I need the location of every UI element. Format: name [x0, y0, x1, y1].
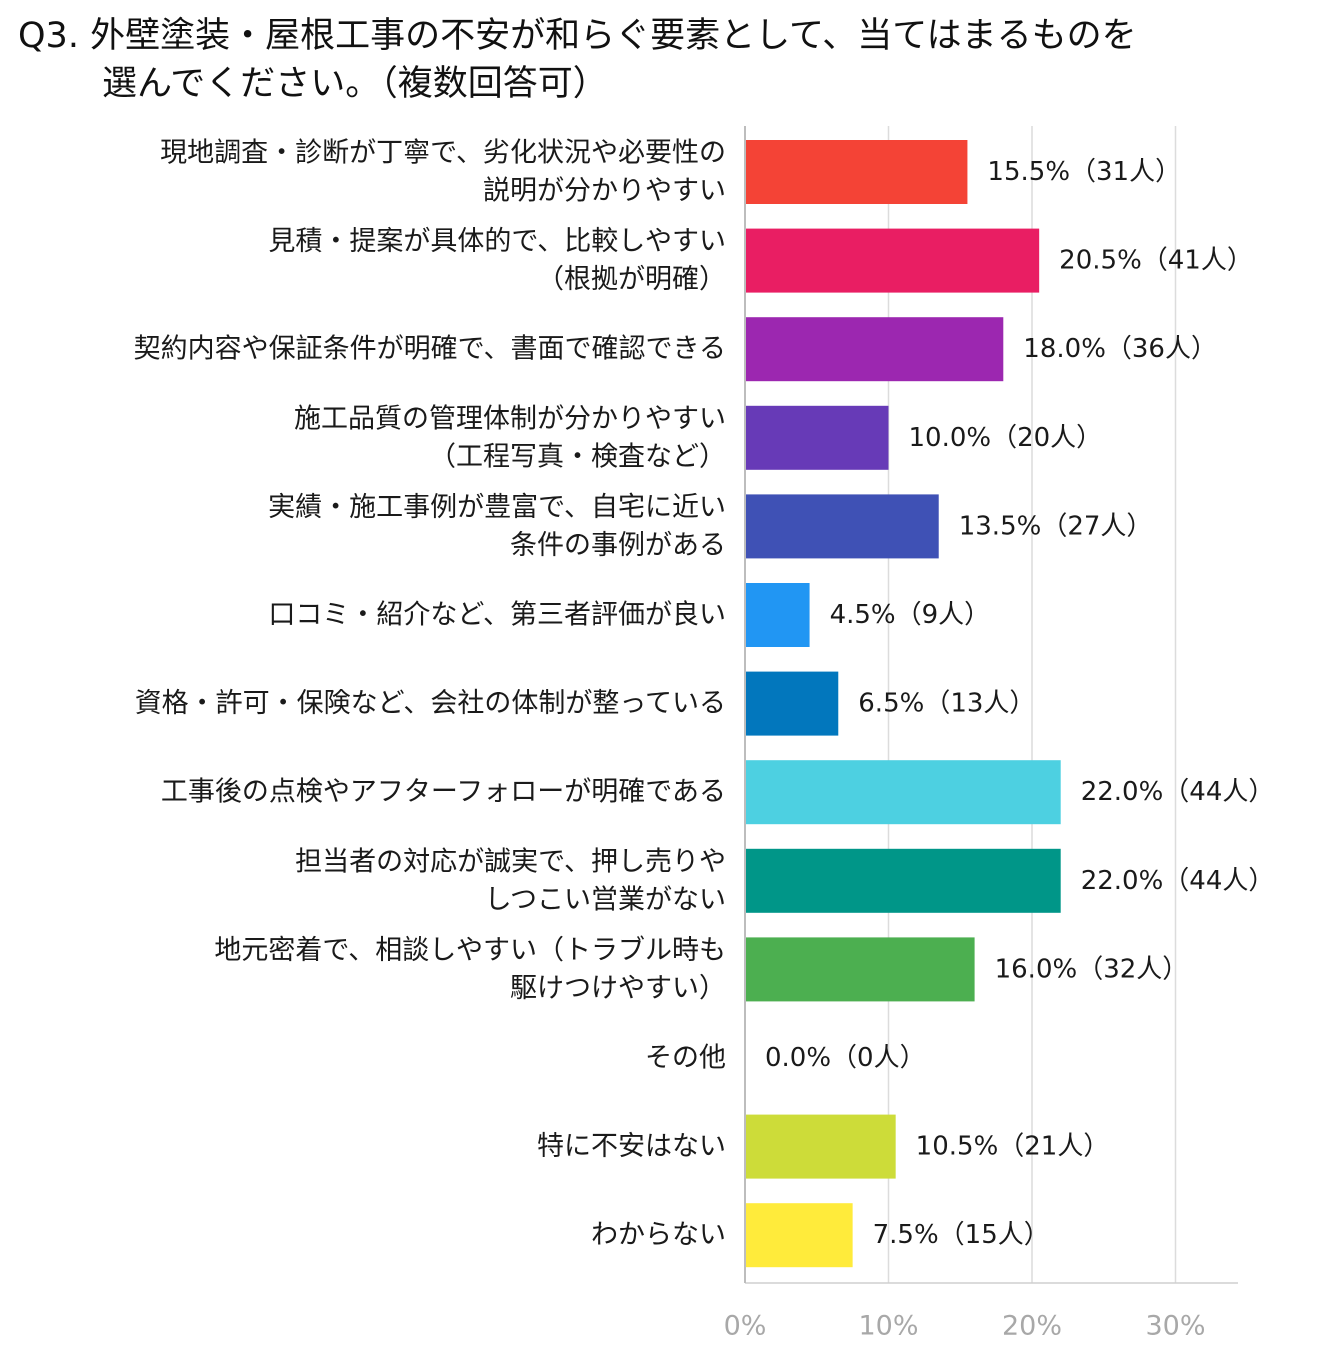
category-label-11-line-0: 特に不安はない — [537, 1131, 726, 1162]
value-label-2: 18.0%（36人） — [1023, 334, 1217, 364]
value-label-3: 10.0%（20人） — [909, 423, 1103, 453]
category-label-12-line-0: わからない — [591, 1220, 726, 1251]
bar-2 — [745, 317, 1004, 382]
bar-1 — [745, 228, 1040, 293]
value-label-7: 22.0%（44人） — [1081, 777, 1275, 807]
bar-5 — [745, 583, 810, 647]
chart-title-line1: Q3. 外壁塗装・屋根工事の不安が和らぐ要素として、当てはまるものを — [18, 16, 1137, 56]
value-label-4: 13.5%（27人） — [959, 511, 1153, 541]
category-label-3-line-1: （工程写真・検査など） — [429, 441, 726, 472]
bar-0 — [745, 140, 968, 204]
bar-3 — [745, 405, 889, 470]
bar-6 — [745, 671, 839, 736]
value-label-11: 10.5%（21人） — [916, 1132, 1110, 1162]
value-label-10: 0.0%（0人） — [765, 1043, 926, 1073]
category-label-12: わからない — [591, 1220, 726, 1251]
x-tick-label-3: 30% — [1145, 1311, 1205, 1342]
x-tick-label-2: 20% — [1002, 1311, 1062, 1342]
category-label-6-line-0: 資格・許可・保険など、会社の体制が整っている — [135, 688, 726, 719]
category-label-7-line-0: 工事後の点検やアフターフォローが明確である — [161, 777, 726, 808]
x-tick-label-1: 10% — [858, 1311, 918, 1342]
bar-8 — [745, 848, 1061, 913]
value-label-1: 20.5%（41人） — [1059, 246, 1253, 276]
category-label-3-line-0: 施工品質の管理体制が分かりやすい — [294, 403, 726, 434]
value-label-0: 15.5%（31人） — [987, 157, 1181, 187]
bar-11 — [745, 1114, 896, 1179]
category-label-8: 担当者の対応が誠実で、押し売りやしつこい営業がない — [295, 846, 726, 915]
category-label-3: 施工品質の管理体制が分かりやすい （工程写真・検査など） — [294, 403, 726, 472]
category-label-2: 契約内容や保証条件が明確で、書面で確認できる — [134, 334, 726, 365]
category-label-2-line-0: 契約内容や保証条件が明確で、書面で確認できる — [134, 334, 726, 365]
category-label-8-line-1: しつこい営業がない — [485, 884, 726, 915]
category-label-0-line-0: 現地調査・診断が丁寧で、劣化状況や必要性の — [160, 138, 726, 169]
category-label-11: 特に不安はない — [537, 1131, 726, 1162]
value-label-12: 7.5%（15人） — [873, 1220, 1050, 1250]
category-label-10-line-0: その他 — [645, 1043, 726, 1074]
value-label-5: 4.5%（9人） — [830, 600, 991, 630]
category-label-4-line-0: 実績・施工事例が豊富で、自宅に近い — [268, 492, 726, 523]
value-label-6: 6.5%（13人） — [858, 689, 1035, 719]
category-label-4: 実績・施工事例が豊富で、自宅に近い条件の事例がある — [268, 492, 726, 561]
bar-9 — [745, 937, 975, 1002]
category-label-7: 工事後の点検やアフターフォローが明確である — [161, 777, 726, 808]
bar-7 — [745, 760, 1061, 825]
category-label-0-line-1: 説明が分かりやすい — [483, 176, 726, 207]
category-label-9-line-1: 駆けつけやすい） — [510, 973, 726, 1004]
value-label-9: 16.0%（32人） — [995, 954, 1189, 984]
category-label-9-line-0: 地元密着で、相談しやすい（トラブル時も — [214, 935, 726, 966]
value-label-8: 22.0%（44人） — [1081, 866, 1275, 896]
category-label-9: 地元密着で、相談しやすい（トラブル時も駆けつけやすい） — [214, 935, 726, 1004]
bar-4 — [745, 494, 939, 559]
category-label-0: 現地調査・診断が丁寧で、劣化状況や必要性の説明が分かりやすい — [160, 138, 726, 207]
category-label-5-line-0: 口コミ・紹介など、第三者評価が良い — [268, 600, 726, 631]
x-tick-label-0: 0% — [724, 1311, 767, 1342]
category-label-1-line-0: 見積・提案が具体的で、比較しやすい — [268, 226, 726, 257]
category-label-1-line-1: （根拠が明確） — [537, 264, 726, 295]
bar-12 — [745, 1203, 853, 1268]
category-label-4-line-1: 条件の事例がある — [510, 530, 726, 561]
chart-title-line2: 選んでください。（複数回答可） — [102, 64, 608, 104]
category-label-8-line-0: 担当者の対応が誠実で、押し売りや — [295, 846, 726, 877]
category-label-5: 口コミ・紹介など、第三者評価が良い — [268, 600, 726, 631]
category-label-10: その他 — [645, 1043, 726, 1074]
category-label-1: 見積・提案が具体的で、比較しやすい （根拠が明確） — [268, 226, 726, 295]
chart-title: Q3. 外壁塗装・屋根工事の不安が和らぐ要素として、当てはまるものを 選んでくだ… — [18, 12, 1318, 108]
category-label-6: 資格・許可・保険など、会社の体制が整っている — [135, 688, 726, 719]
